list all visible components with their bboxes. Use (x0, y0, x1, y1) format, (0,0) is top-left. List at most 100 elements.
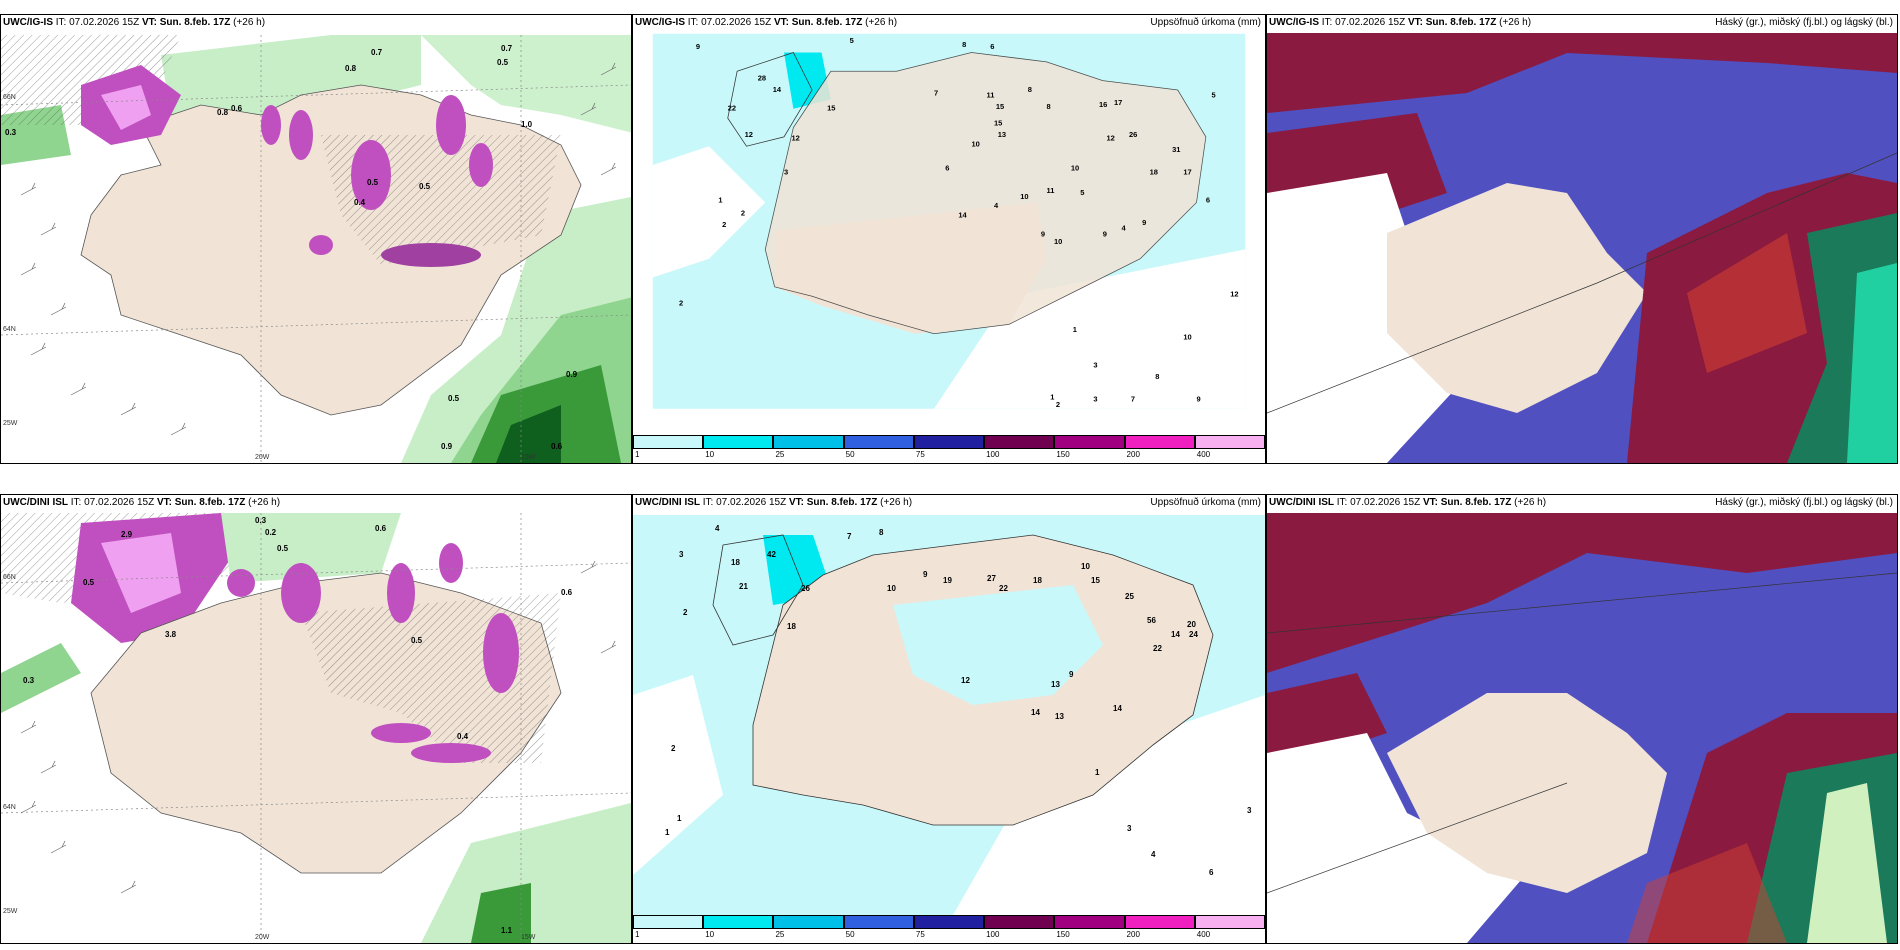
colorbar-row2: 1 10 25 50 75 100 150 200 400 (633, 915, 1265, 943)
wind-label: 0.9 (441, 442, 453, 451)
wind-label: 1.0 (521, 120, 533, 129)
precip-value: 14 (1113, 704, 1122, 713)
panel-title-wind-row2: UWC/DINI ISL IT: 07.02.2026 15Z VT: Sun.… (3, 497, 280, 508)
lon-label: 15W (521, 934, 536, 941)
precip-value: 4 (715, 524, 720, 533)
lon-label: 20W (255, 454, 270, 461)
panel-precip-row1: UWC/IG-IS IT: 07.02.2026 15Z VT: Sun. 8.… (632, 14, 1266, 464)
colorbar-box (843, 435, 914, 449)
init-time: IT: 07.02.2026 15Z (702, 497, 787, 508)
precip-value: 10 (887, 584, 896, 593)
wind-label: 0.3 (23, 676, 35, 685)
precip-value: 15 (996, 102, 1004, 111)
precip-value: 11 (987, 91, 995, 100)
colorbar-tick: 10 (705, 450, 715, 459)
precip-value: 2 (683, 608, 688, 617)
precip-value: 9 (1069, 670, 1074, 679)
panel-wind-row2: UWC/DINI ISL IT: 07.02.2026 15Z VT: Sun.… (0, 494, 632, 944)
precip-value: 10 (1183, 332, 1191, 341)
wind-label: 0.6 (551, 442, 563, 451)
precip-value: 12 (1107, 134, 1115, 143)
precip-value: 42 (767, 550, 776, 559)
precip-value: 3 (1093, 394, 1097, 403)
valid-time: VT: Sun. 8.feb. 17Z (788, 497, 878, 508)
precip-value: 10 (972, 139, 980, 148)
wind-label: 1.1 (501, 926, 513, 935)
precip-value: 9 (1041, 229, 1045, 238)
precip-value: 26 (801, 584, 810, 593)
precip-value: 3 (784, 167, 788, 176)
colorbar-box (913, 915, 985, 929)
colorbar-box (1124, 435, 1195, 449)
precip-labels-row2: 4 3 7 8 18 21 42 26 18 10 9 19 27 22 18 … (665, 524, 1252, 877)
wind-label: 0.3 (255, 516, 267, 525)
precip-value: 4 (1122, 224, 1127, 233)
lat-label: 64N (3, 804, 16, 811)
colorbar-box (773, 435, 844, 449)
panel-title-cloud-row2: UWC/DINI ISL IT: 07.02.2026 15Z VT: Sun.… (1269, 497, 1546, 508)
colorbar-box (984, 915, 1055, 929)
precip-value: 2 (741, 209, 745, 218)
precip-value: 8 (1028, 85, 1032, 94)
lead-time: (+26 h) (880, 497, 913, 508)
colorbar-tick: 50 (845, 450, 855, 459)
init-time: IT: 07.02.2026 15Z (1321, 17, 1406, 28)
precip-value: 6 (945, 164, 949, 173)
colorbar-box (1054, 915, 1125, 929)
wind-label: 0.9 (566, 370, 578, 379)
lon-label: 15W (521, 454, 536, 461)
colorbar-tick: 100 (986, 450, 1000, 459)
lon-label: 20W (255, 934, 270, 941)
precip-value: 5 (850, 36, 854, 45)
colorbar-box (703, 435, 774, 449)
precip-value: 3 (1093, 361, 1097, 370)
model-name: UWC/IG-IS (1269, 17, 1319, 28)
precip-value: 9 (1142, 218, 1146, 227)
colorbar-box (1194, 435, 1265, 449)
precip-value: 17 (1183, 167, 1191, 176)
precip-value: 21 (739, 582, 748, 591)
wind-label: 0.5 (497, 58, 509, 67)
colorbar-tick: 75 (915, 930, 925, 939)
precip-value: 11 (1047, 186, 1055, 195)
precip-value: 12 (745, 130, 753, 139)
colorbar-tick: 10 (705, 930, 715, 939)
panel-cloud-row1: UWC/IG-IS IT: 07.02.2026 15Z VT: Sun. 8.… (1266, 14, 1898, 464)
precip-value: 1 (665, 828, 670, 837)
colorbar-box (633, 435, 704, 449)
init-time: IT: 07.02.2026 15Z (1336, 497, 1421, 508)
precip-value: 27 (987, 574, 996, 583)
lat-label: 64N (3, 326, 16, 333)
precip-value: 9 (923, 570, 928, 579)
lon-label: 25W (3, 908, 18, 915)
wind-label: 0.6 (375, 524, 387, 533)
colorbar-tick: 200 (1126, 450, 1140, 459)
precip-value: 31 (1172, 145, 1180, 154)
colorbar-box (1054, 435, 1125, 449)
precip-value: 5 (1212, 91, 1216, 100)
colorbar-tick: 50 (845, 930, 855, 939)
precip-value: 6 (1206, 196, 1210, 205)
model-name: UWC/IG-IS (3, 17, 53, 28)
precip-value: 3 (1127, 824, 1132, 833)
precip-value: 12 (961, 676, 970, 685)
precip-value: 8 (1047, 102, 1051, 111)
precip-value: 1 (718, 196, 722, 205)
precip-value: 26 (1129, 130, 1137, 139)
precip-value: 3 (679, 550, 684, 559)
valid-time: VT: Sun. 8.feb. 17Z (1407, 17, 1497, 28)
precip-value: 18 (1150, 167, 1158, 176)
precip-value: 25 (1125, 592, 1134, 601)
precip-value: 12 (1230, 289, 1238, 298)
wind-label: 0.5 (419, 182, 431, 191)
colorbar-tick: 150 (1056, 450, 1070, 459)
init-time: IT: 07.02.2026 15Z (687, 17, 772, 28)
colorbar-box (703, 915, 774, 929)
colorbar-tick: 400 (1196, 450, 1211, 459)
valid-time: VT: Sun. 8.feb. 17Z (773, 17, 863, 28)
precip-value: 9 (1103, 229, 1107, 238)
wind-label: 0.5 (277, 544, 289, 553)
colorbar-box (984, 435, 1055, 449)
precip-value: 14 (1171, 630, 1180, 639)
precip-value: 15 (1091, 576, 1100, 585)
